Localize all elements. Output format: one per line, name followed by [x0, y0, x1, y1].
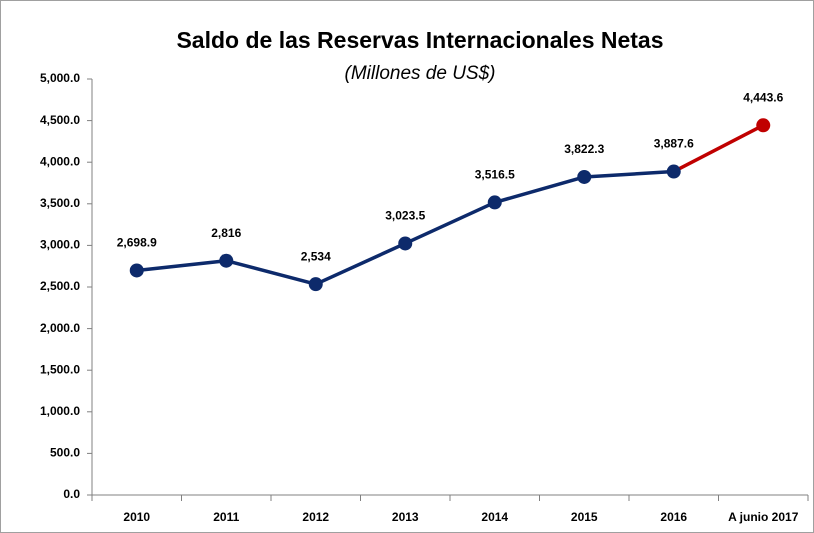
y-tick-label: 2,000.0	[40, 321, 80, 335]
point	[219, 253, 234, 268]
data-label: 2,816	[211, 226, 241, 240]
x-tick-label: 2011	[213, 510, 239, 524]
line-segment	[136, 258, 227, 273]
x-tick-label: 2012	[302, 510, 329, 524]
data-label: 3,887.6	[654, 137, 694, 151]
data-label: 2,698.9	[117, 236, 157, 250]
line-segment	[315, 241, 406, 286]
y-tick-label: 3,500.0	[40, 196, 80, 210]
x-tick-label: 2016	[660, 510, 687, 524]
line-segment	[672, 123, 765, 174]
y-tick-label: 1,500.0	[40, 362, 80, 376]
point	[756, 118, 771, 133]
point	[487, 195, 502, 210]
chart-subtitle: (Millones de US$)	[345, 63, 496, 84]
x-tick-label: 2010	[123, 510, 150, 524]
y-tick-label: 0.0	[63, 487, 80, 501]
y-tick-label: 4,500.0	[40, 113, 80, 127]
data-label: 3,822.3	[564, 142, 604, 156]
y-tick-label: 3,000.0	[40, 238, 80, 252]
y-tick-label: 500.0	[50, 446, 80, 460]
y-tick-label: 1,000.0	[40, 404, 80, 418]
point	[577, 169, 592, 184]
y-tick-label: 2,500.0	[40, 279, 80, 293]
line-segment	[584, 169, 674, 179]
data-label: 3,516.5	[475, 168, 515, 182]
line-segment	[404, 200, 496, 246]
y-tick-label: 4,000.0	[40, 154, 80, 168]
data-label: 3,023.5	[385, 209, 425, 223]
x-tick-label: 2014	[481, 510, 508, 524]
point	[129, 263, 144, 278]
point	[666, 164, 681, 179]
data-label: 4,443.6	[743, 90, 783, 104]
point	[308, 277, 323, 292]
data-label: 2,534	[301, 249, 331, 263]
x-tick-label: 2013	[392, 510, 419, 524]
line-segment	[494, 175, 585, 205]
line-segment	[225, 259, 317, 286]
y-tick-label: 5,000.0	[40, 71, 80, 85]
x-tick-label: A junio 2017	[728, 510, 799, 524]
point	[398, 236, 413, 251]
chart-title: Saldo de las Reservas Internacionales Ne…	[176, 27, 663, 53]
x-tick-label: 2015	[571, 510, 598, 524]
